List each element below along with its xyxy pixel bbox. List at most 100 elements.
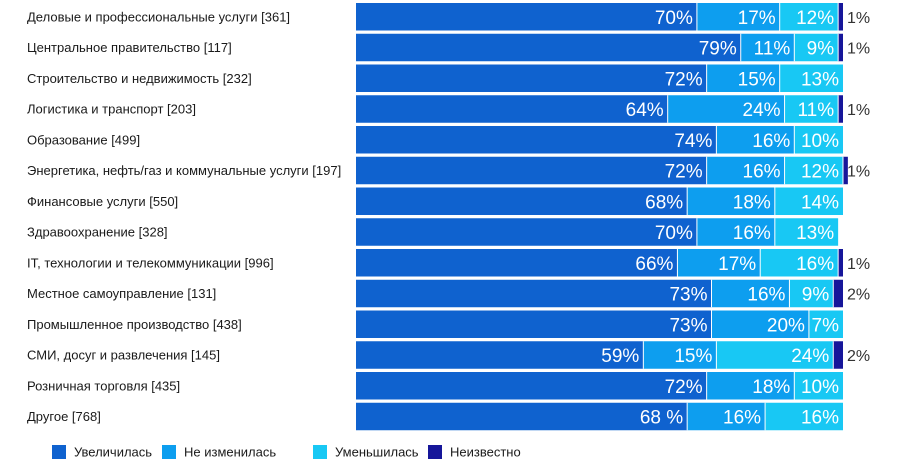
bar-segment	[843, 156, 848, 185]
category-label: Образование [499]	[27, 132, 140, 147]
data-label: 2%	[847, 348, 870, 365]
bar-segment	[779, 64, 843, 92]
data-label: 24%	[791, 346, 829, 367]
bars: 70% 17% 12% 1%79% 11% 9% 1%72% 15% 13%64% 24% 11% 1…	[356, 3, 870, 431]
data-label: 70%	[655, 8, 693, 29]
data-label: 16%	[733, 223, 771, 244]
bar-segment	[643, 341, 717, 369]
bar-segment	[356, 156, 707, 185]
data-label: 72%	[665, 377, 703, 398]
bar-segment	[784, 95, 839, 123]
bar-segment	[356, 402, 688, 431]
bar-segment	[356, 95, 668, 123]
bar-segment	[696, 3, 780, 31]
bar-segment	[838, 33, 843, 62]
data-label: 1%	[847, 256, 870, 273]
bar-segment	[711, 310, 809, 338]
data-label: 68 %	[640, 408, 683, 429]
data-label: 18%	[752, 377, 790, 398]
category-label: Розничная торговля [435]	[27, 378, 180, 393]
data-label: 12%	[796, 8, 834, 29]
category-label: Финансовые услуги [550]	[27, 194, 178, 209]
bar-row: 59% 15% 24% 2%	[356, 341, 870, 369]
data-label: 18%	[733, 192, 771, 213]
data-label: 20%	[767, 315, 805, 336]
data-label: 64%	[626, 100, 664, 121]
category-label: Деловые и профессиональные услуги [361]	[27, 9, 290, 24]
data-label: 1%	[847, 164, 870, 181]
bar-segment	[696, 218, 775, 246]
bar-segment	[833, 279, 843, 308]
legend-swatch	[428, 445, 442, 459]
data-label: 59%	[601, 346, 639, 367]
data-label: 73%	[669, 285, 707, 306]
bar-segment	[356, 33, 741, 62]
bar-segment	[779, 3, 839, 31]
bar-segment	[711, 279, 790, 308]
category-labels: Деловые и профессиональные услуги [361] Ц…	[27, 9, 341, 424]
bar-segment	[356, 341, 644, 369]
data-label: 68%	[645, 192, 683, 213]
bar-segment	[706, 372, 795, 400]
bar-segment	[740, 33, 795, 62]
data-label: 10%	[801, 131, 839, 152]
bar-row: 73% 16% 9% 2%	[356, 279, 870, 308]
bar-segment	[356, 126, 717, 154]
category-label: СМИ, досуг и развлечения [145]	[27, 348, 220, 363]
category-label: Логистика и транспорт [203]	[27, 102, 196, 117]
legend: Увеличилась Не изменилась Уменьшилась Неизв…	[52, 445, 521, 460]
data-label: 1%	[847, 41, 870, 58]
legend-label: Уменьшилась	[335, 445, 419, 460]
bar-segment	[356, 64, 707, 92]
legend-label: Не изменилась	[184, 445, 276, 460]
legend-swatch	[313, 445, 327, 459]
bar-segment	[794, 372, 843, 400]
data-label: 15%	[738, 69, 776, 90]
bar-segment	[667, 95, 785, 123]
data-label: 14%	[801, 192, 839, 213]
data-label: 1%	[847, 10, 870, 27]
category-label: Центральное правительство [117]	[27, 40, 232, 55]
bar-row: 66% 17% 16% 1%	[356, 249, 870, 277]
bar-row: 72% 15% 13%	[356, 64, 843, 92]
bar-segment	[356, 372, 707, 400]
data-label: 16%	[796, 254, 834, 275]
category-label: Промышленное производство [438]	[27, 317, 242, 332]
legend-swatch	[162, 445, 176, 459]
bar-segment	[838, 249, 843, 277]
data-label: 74%	[674, 131, 712, 152]
data-label: 10%	[801, 377, 839, 398]
bar-row: 74% 16% 10%	[356, 126, 843, 154]
bar-segment	[789, 279, 834, 308]
data-label: 9%	[802, 285, 830, 306]
bar-segment	[838, 95, 843, 123]
bar-row: 70% 16% 13%	[356, 218, 839, 246]
data-label: 9%	[807, 39, 835, 60]
category-label: Здравоохранение [328]	[27, 225, 168, 240]
bar-segment	[716, 341, 834, 369]
bar-segment	[356, 249, 678, 277]
bar-row: 64% 24% 11% 1%	[356, 95, 870, 123]
bar-segment	[833, 341, 843, 369]
bar-segment	[760, 249, 839, 277]
bar-segment	[356, 3, 697, 31]
bar-segment	[356, 218, 697, 246]
bar-segment	[794, 33, 839, 62]
category-label: IT, технологии и телекоммуникации [996]	[27, 255, 274, 270]
bar-segment	[356, 187, 688, 215]
data-label: 11%	[798, 100, 835, 121]
bar-segment	[706, 64, 780, 92]
bar-row: 70% 17% 12% 1%	[356, 3, 870, 31]
data-label: 16%	[743, 162, 781, 183]
bar-segment	[706, 156, 785, 185]
category-label: Энергетика, нефть/газ и коммунальные усл…	[27, 163, 341, 178]
data-label: 70%	[655, 223, 693, 244]
bar-segment	[687, 187, 775, 215]
bar-row: 79% 11% 9% 1%	[356, 33, 870, 62]
bar-segment	[687, 402, 766, 431]
data-label: 72%	[665, 69, 703, 90]
data-label: 7%	[812, 315, 840, 336]
legend-label: Неизвестно	[450, 445, 521, 460]
data-label: 66%	[635, 254, 673, 275]
bar-row: 68% 18% 14%	[356, 187, 843, 215]
